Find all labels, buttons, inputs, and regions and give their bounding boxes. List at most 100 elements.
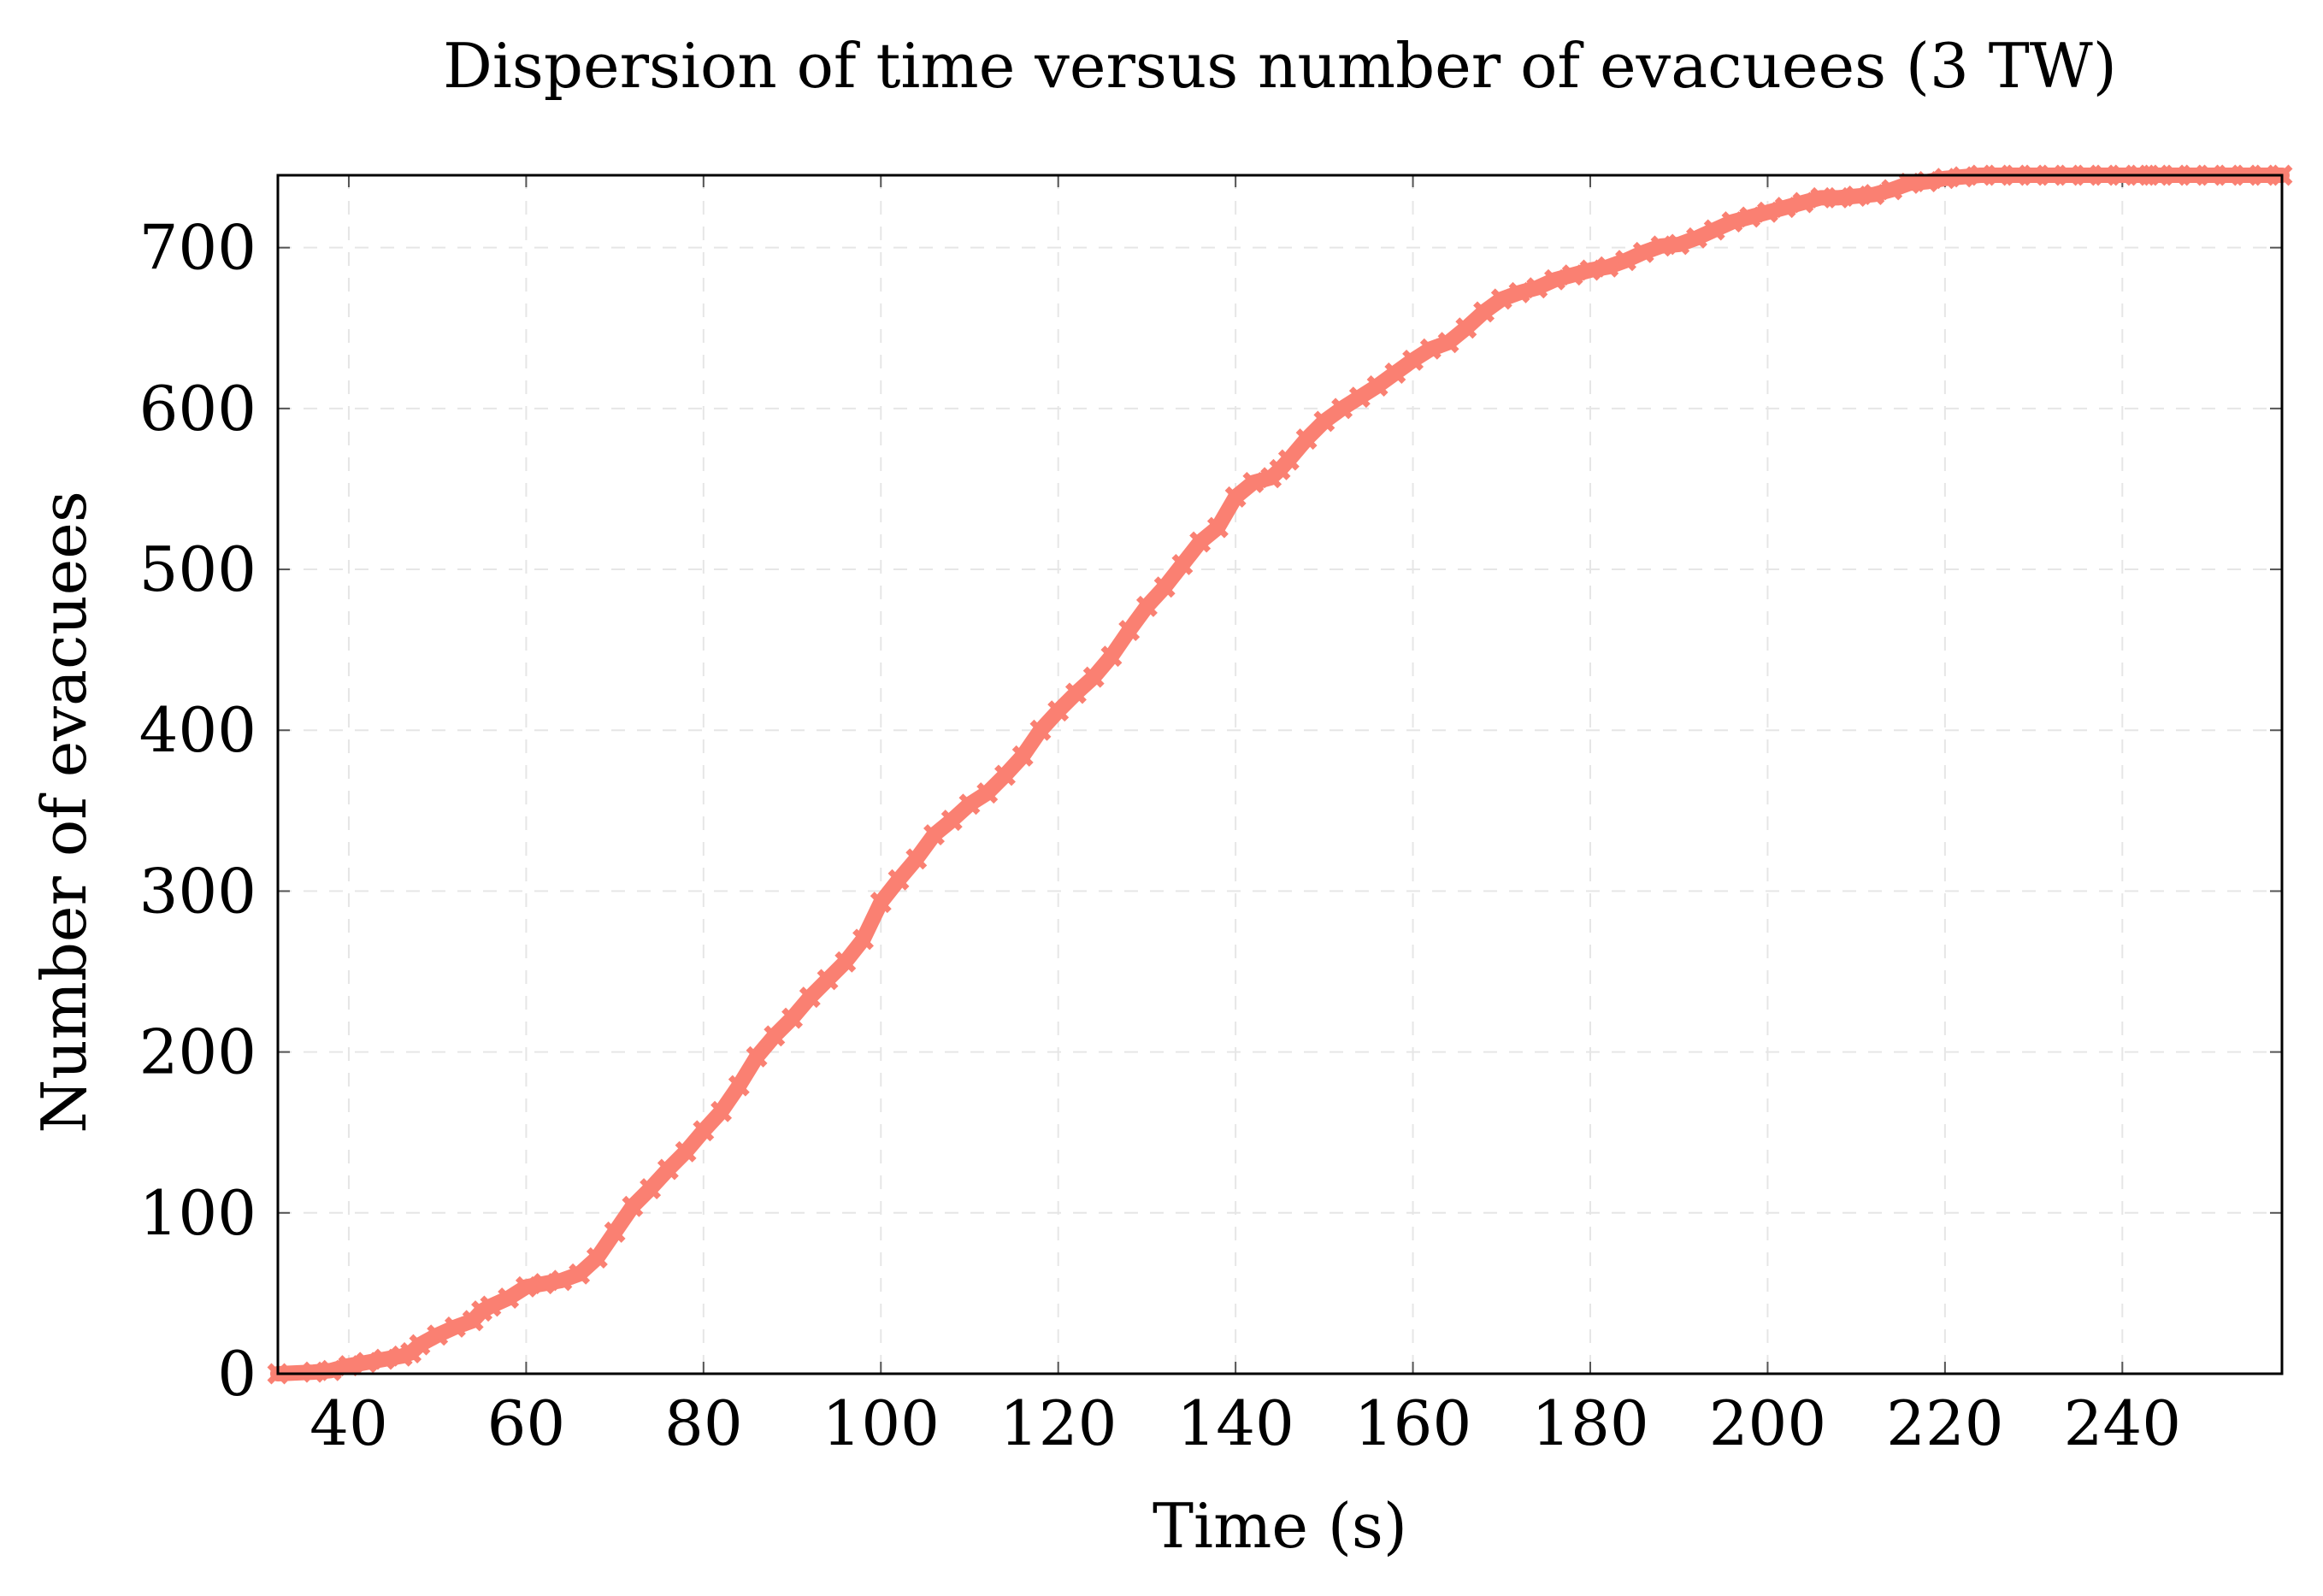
- data-point: [1047, 700, 1070, 722]
- data-point: [994, 764, 1016, 786]
- series-layer: [267, 164, 2293, 1385]
- data-point: [1827, 186, 1849, 209]
- data-point: [1756, 201, 1778, 223]
- data-point: [923, 824, 945, 846]
- data-point: [1029, 719, 1052, 741]
- data-point: [958, 793, 981, 816]
- data-point: [427, 1324, 449, 1346]
- x-tick-label: 200: [1709, 1387, 1826, 1459]
- data-point: [1597, 256, 1619, 278]
- data-point: [356, 1352, 378, 1374]
- data-point: [1153, 576, 1176, 598]
- y-tick-label: 400: [139, 694, 256, 766]
- data-point: [1863, 184, 1885, 206]
- data-point: [1100, 645, 1123, 668]
- y-tick-label: 200: [139, 1016, 256, 1088]
- data-point: [1774, 197, 1796, 219]
- data-point: [852, 928, 875, 951]
- data-point: [1739, 206, 1761, 228]
- data-point: [569, 1263, 591, 1285]
- data-point: [1082, 666, 1105, 688]
- data-point: [1366, 375, 1388, 398]
- data-point: [586, 1247, 608, 1269]
- data-point: [940, 810, 963, 832]
- data-point: [1685, 227, 1707, 249]
- data-point: [1295, 428, 1318, 451]
- data-point: [1437, 332, 1459, 354]
- data-point: [1135, 595, 1158, 617]
- x-tick-label: 240: [2064, 1387, 2181, 1459]
- x-tick-label: 160: [1354, 1387, 1471, 1459]
- data-point: [320, 1359, 342, 1381]
- data-point: [1810, 186, 1832, 209]
- data-point: [1952, 166, 1974, 188]
- data-point: [1313, 410, 1335, 433]
- data-point: [1615, 250, 1636, 272]
- data-point: [746, 1045, 768, 1068]
- data-point: [480, 1295, 502, 1317]
- tick-layer: 40 60 80 100 120 140 160 180 200 220 240 0 100 200 300…: [139, 175, 2282, 1459]
- data-point: [1508, 281, 1530, 303]
- data-point: [693, 1120, 715, 1142]
- data-point: [1703, 219, 1725, 241]
- data-point: [1224, 486, 1247, 508]
- plot-frame: [276, 174, 2284, 1375]
- data-point: [1384, 362, 1406, 384]
- data-point: [1490, 288, 1512, 310]
- data-point: [905, 848, 928, 870]
- data-point: [1544, 268, 1565, 291]
- data-point: [444, 1316, 466, 1338]
- data-point: [1277, 449, 1300, 471]
- data-point: [338, 1355, 360, 1377]
- data-point: [1011, 745, 1034, 767]
- x-tick-label: 120: [999, 1387, 1117, 1459]
- data-point: [870, 892, 892, 914]
- x-tick-label: 40: [310, 1387, 388, 1459]
- data-point: [1845, 185, 1867, 207]
- data-point: [1792, 191, 1814, 214]
- data-point: [551, 1269, 573, 1292]
- data-point: [657, 1158, 679, 1181]
- x-tick-label: 220: [1886, 1387, 2003, 1459]
- data-point: [1331, 398, 1353, 420]
- y-tick-label: 300: [139, 855, 256, 927]
- data-point: [1171, 553, 1194, 575]
- data-point: [303, 1361, 324, 1383]
- data-point: [764, 1025, 786, 1047]
- data-point: [1934, 168, 1956, 190]
- data-point: [1561, 264, 1583, 286]
- data-point: [1473, 301, 1495, 323]
- data-point: [799, 986, 821, 1009]
- data-point: [1189, 531, 1212, 553]
- data-point: [515, 1275, 537, 1298]
- x-tick-label: 60: [487, 1387, 566, 1459]
- data-point: [1455, 317, 1477, 339]
- data-point: [1064, 682, 1087, 704]
- data-point: [1579, 259, 1601, 281]
- data-point: [976, 782, 999, 804]
- data-point: [1526, 277, 1548, 299]
- x-axis-label: Time (s): [1153, 1490, 1407, 1562]
- x-tick-label: 140: [1176, 1387, 1294, 1459]
- y-axis-label: Number of evacuees: [28, 491, 100, 1134]
- data-point: [1348, 386, 1371, 409]
- y-tick-label: 500: [139, 533, 256, 605]
- x-tick-label: 100: [822, 1387, 940, 1459]
- data-point: [1668, 233, 1690, 256]
- data-point: [373, 1348, 395, 1370]
- data-point: [728, 1075, 750, 1097]
- data-point: [817, 969, 839, 991]
- y-tick-label: 100: [139, 1177, 256, 1249]
- data-point: [675, 1140, 697, 1163]
- y-tick-label: 700: [139, 212, 256, 284]
- data-point: [640, 1178, 662, 1200]
- data-point: [1721, 211, 1743, 233]
- y-tick-label: 600: [139, 373, 256, 445]
- data-point: [781, 1007, 804, 1029]
- data-point: [409, 1334, 431, 1356]
- data-point: [622, 1195, 644, 1217]
- data-point: [1402, 349, 1424, 371]
- grid-layer: [278, 175, 2282, 1375]
- data-point: [710, 1100, 733, 1122]
